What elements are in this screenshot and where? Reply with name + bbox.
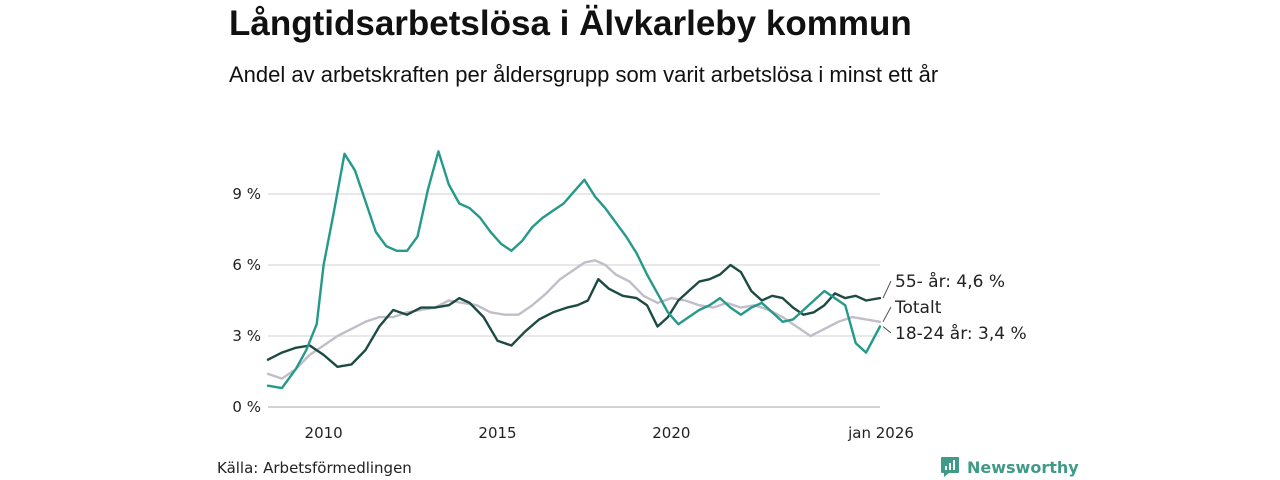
y-tick-label: 6 %	[232, 256, 261, 274]
end-labels: Totalt 55- år: 4,6 % 18-24 år: 3,4 %	[882, 271, 1027, 344]
newsworthy-logo-icon	[941, 457, 959, 477]
gridlines	[268, 193, 880, 408]
chart-subtitle: Andel av arbetskraften per åldersgrupp s…	[229, 62, 939, 87]
end-label-leader	[882, 326, 892, 334]
series-lines	[266, 150, 882, 390]
x-tick-label: 2010	[305, 424, 343, 442]
x-tick-label: jan 2026	[847, 424, 914, 442]
end-label: Totalt	[894, 298, 942, 318]
end-label-leader	[882, 280, 892, 299]
series-line-totalt	[266, 259, 882, 380]
series-line-18-24-r	[266, 150, 882, 390]
brand-logo: Newsworthy	[940, 456, 1079, 478]
brand-name: Newsworthy	[967, 457, 1079, 477]
y-tick-label: 9 %	[232, 185, 261, 203]
axis-ticks: 0 % 3 % 6 % 9 % 2010 2015 2020 jan 2026	[232, 185, 913, 442]
source-note: Källa: Arbetsförmedlingen	[217, 459, 412, 477]
end-label: 18-24 år: 3,4 %	[895, 323, 1027, 344]
chart-title: Långtidsarbetslösa i Älvkarleby kommun	[229, 4, 912, 43]
y-tick-label: 0 %	[232, 398, 261, 416]
y-tick-label: 3 %	[232, 327, 261, 345]
end-label-leader	[882, 306, 892, 323]
x-tick-label: 2020	[652, 424, 690, 442]
x-tick-label: 2015	[478, 424, 516, 442]
end-label: 55- år: 4,6 %	[895, 271, 1005, 292]
series-line-55-r	[266, 263, 882, 368]
